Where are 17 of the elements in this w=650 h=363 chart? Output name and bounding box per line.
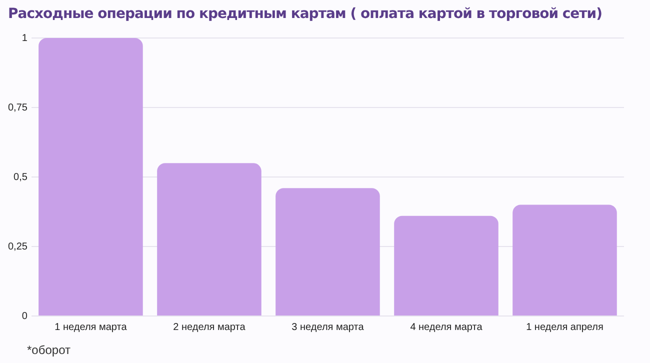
bar xyxy=(394,216,498,316)
x-tick-label: 1 неделя марта xyxy=(54,322,128,333)
x-tick-label: 1 неделя апреля xyxy=(526,322,604,333)
x-tick-label: 3 неделя марта xyxy=(292,322,364,333)
y-tick-label: 0,75 xyxy=(8,102,28,114)
x-tick-label: 2 неделя марта xyxy=(173,322,246,333)
bar xyxy=(512,204,617,316)
chart-title: Расходные операции по кредитным картам ( оплата картой в торговой сети) xyxy=(8,6,602,22)
y-tick-label: 1 xyxy=(22,32,28,44)
bar xyxy=(38,38,143,316)
bar xyxy=(276,188,380,316)
y-tick-label: 0,5 xyxy=(14,172,28,183)
y-tick-label: 0,25 xyxy=(8,241,28,252)
text: *оборот xyxy=(27,343,70,357)
x-tick-label: 4 неделя марта xyxy=(410,322,483,333)
y-tick-label: 0 xyxy=(22,310,28,322)
bar xyxy=(157,163,262,316)
